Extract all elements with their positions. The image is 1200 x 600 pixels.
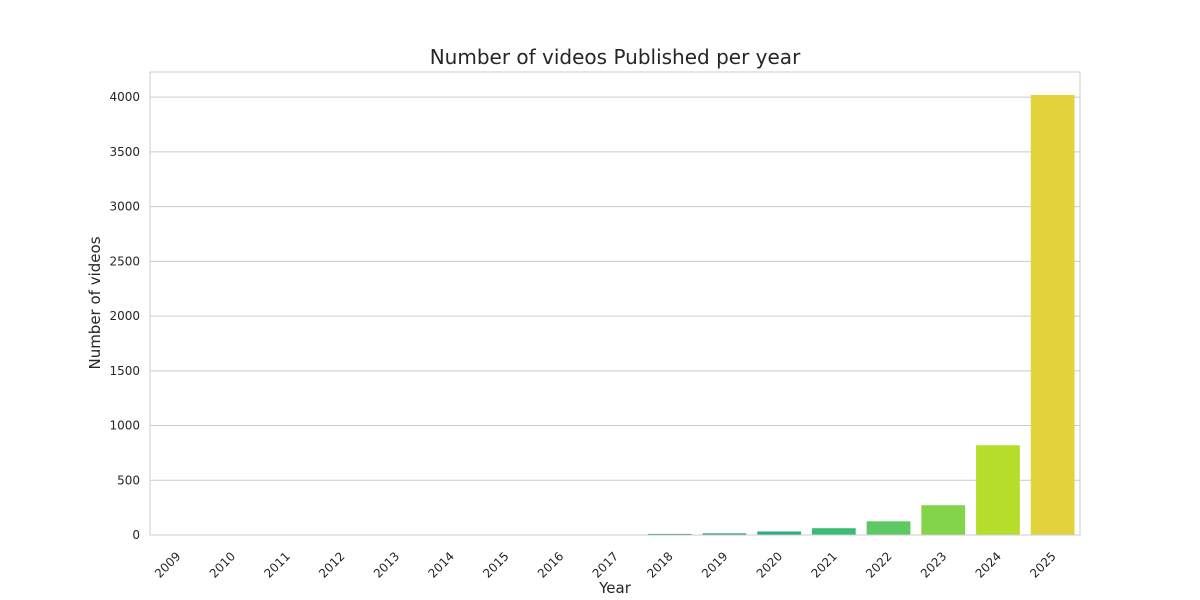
chart-title: Number of videos Published per year — [430, 45, 801, 69]
bar-2019 — [702, 533, 747, 535]
y-tick-label: 3500 — [109, 145, 140, 159]
bar-2025 — [1030, 94, 1075, 536]
x-tick-label: 2023 — [918, 549, 949, 580]
plot-frame — [149, 71, 1081, 536]
x-tick-label: 2025 — [1027, 549, 1058, 580]
y-tick-labels: 0 500 1000 1500 2000 2500 3000 3500 4000 — [109, 90, 140, 542]
x-tick-label: 2022 — [863, 549, 894, 580]
x-tick-label: 2015 — [480, 549, 511, 580]
x-tick-label: 2014 — [426, 549, 457, 580]
bar-2021 — [811, 528, 856, 535]
x-tick-label: 2009 — [152, 549, 183, 580]
x-tick-labels: 2009 2010 2011 2012 2013 2014 2015 2016 2017 2018… — [152, 549, 1059, 580]
y-tick-label: 500 — [117, 473, 140, 487]
bars — [155, 94, 1075, 536]
x-tick-label: 2018 — [644, 549, 675, 580]
y-tick-label: 1000 — [109, 419, 140, 433]
x-tick-label: 2012 — [316, 549, 347, 580]
y-axis-label: Number of videos — [86, 236, 104, 369]
y-tick-label: 3000 — [109, 200, 140, 214]
x-tick-label: 2010 — [207, 549, 238, 580]
x-tick-label: 2013 — [371, 549, 402, 580]
y-tick-label: 2500 — [109, 254, 140, 268]
x-tick-label: 2016 — [535, 549, 566, 580]
y-tick-label: 4000 — [109, 90, 140, 104]
grid-lines — [150, 96, 1080, 536]
x-tick-label: 2021 — [808, 549, 839, 580]
x-axis-label: Year — [598, 579, 632, 597]
y-tick-label: 2000 — [109, 309, 140, 323]
bar-2024 — [976, 445, 1020, 535]
bar-2023 — [921, 505, 966, 535]
y-tick-label: 1500 — [109, 364, 140, 378]
x-tick-label: 2011 — [261, 549, 292, 580]
y-tick-label: 0 — [132, 528, 140, 542]
x-tick-label: 2024 — [973, 549, 1004, 580]
x-tick-label: 2020 — [754, 549, 785, 580]
bar-2022 — [866, 521, 911, 535]
x-tick-label: 2017 — [590, 549, 621, 580]
x-tick-label: 2019 — [699, 549, 730, 580]
bar-2020 — [757, 531, 801, 535]
bar-2018 — [647, 533, 692, 535]
